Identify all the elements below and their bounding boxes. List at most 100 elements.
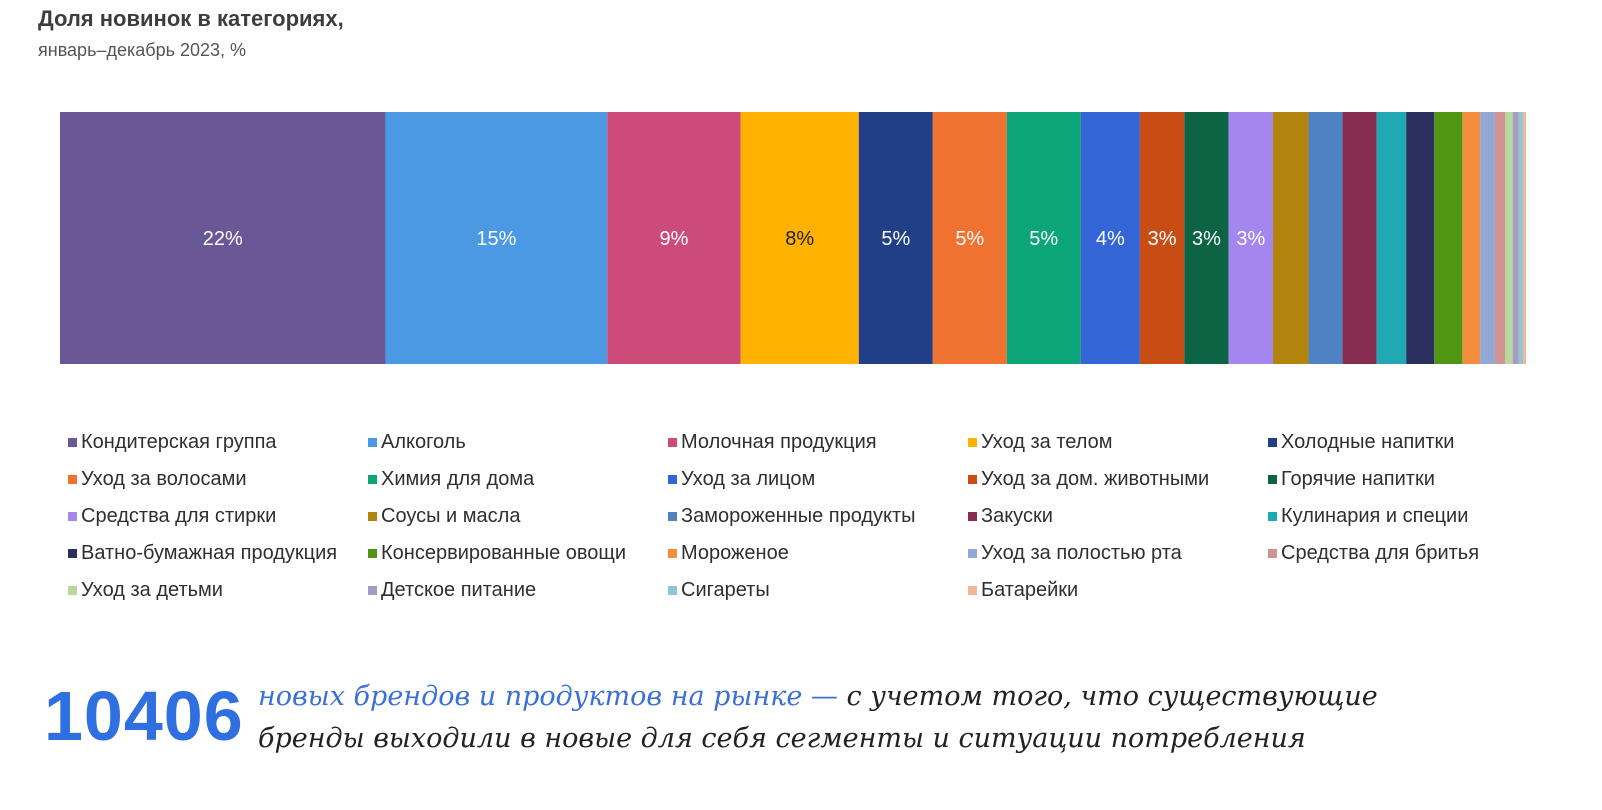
bar-segment-label-11: 3% (1236, 228, 1265, 250)
legend-label: Замороженные продукты (681, 505, 916, 527)
legend-label: Молочная продукция (681, 431, 877, 453)
legend-label: Консервированные овощи (381, 542, 627, 564)
legend-item-23: Сигареты (668, 572, 968, 609)
legend-swatch (968, 438, 977, 447)
legend-item-8: Уход за лицом (668, 461, 968, 498)
bar-segment-20 (1494, 112, 1506, 364)
legend-label: Алкоголь (381, 431, 466, 453)
legend-swatch (968, 549, 977, 558)
bar-segment-6 (932, 112, 1007, 364)
legend-swatch (368, 512, 377, 521)
bar-segment-22 (1512, 112, 1519, 364)
legend-item-5: Холодные напитки (1268, 424, 1568, 461)
chart-title: Доля новинок в категориях, (38, 6, 344, 31)
legend-label: Средства для бритья (1281, 542, 1480, 564)
bar-segment-label-1: 22% (203, 228, 243, 250)
bar-segment-label-4: 8% (785, 228, 814, 250)
legend-label: Кондитерская группа (81, 431, 277, 453)
legend-label: Детское питание (381, 579, 537, 601)
legend-label: Холодные напитки (1281, 431, 1455, 453)
bar-segment-9 (1139, 112, 1185, 364)
bar-segment-label-9: 3% (1148, 228, 1177, 250)
bar-segment-21 (1505, 112, 1513, 364)
bar-segment-15 (1376, 112, 1407, 364)
bar-segment-1 (60, 112, 386, 364)
bar-segment-label-6: 5% (955, 228, 984, 250)
bar-segment-3 (607, 112, 741, 364)
legend-swatch (668, 512, 677, 521)
legend-swatch (368, 549, 377, 558)
footer-caption-rest: с учетом того, что существующие бренды в… (258, 681, 1378, 754)
legend-item-18: Мороженое (668, 535, 968, 572)
bar-segment-13 (1308, 112, 1343, 364)
bar-segment-label-8: 4% (1096, 228, 1125, 250)
legend-item-12: Соусы и масла (368, 498, 668, 535)
legend-label: Горячие напитки (1281, 468, 1435, 490)
bar-segment-7 (1006, 112, 1081, 364)
legend-swatch (968, 475, 977, 484)
legend-item-24: Батарейки (968, 572, 1268, 609)
legend-swatch (668, 586, 677, 595)
legend-swatch (968, 512, 977, 521)
legend-swatch (368, 438, 377, 447)
legend-item-22: Детское питание (368, 572, 668, 609)
legend-item-6: Уход за волосами (68, 461, 368, 498)
legend-item-10: Горячие напитки (1268, 461, 1568, 498)
chart-subtitle: январь–декабрь 2023, % (38, 40, 247, 60)
bar-segment-label-10: 3% (1192, 228, 1221, 250)
legend-item-4: Уход за телом (968, 424, 1268, 461)
legend-label: Закуски (981, 505, 1053, 527)
footer-caption-highlight: новых брендов и продуктов на рынке — (258, 681, 838, 712)
legend-swatch (368, 586, 377, 595)
legend-item-2: Алкоголь (368, 424, 668, 461)
legend-item-1: Кондитерская группа (68, 424, 368, 461)
legend-swatch (68, 475, 77, 484)
bar-segment-label-3: 9% (659, 228, 688, 250)
legend-item-14: Закуски (968, 498, 1268, 535)
legend-swatch (368, 475, 377, 484)
legend-label: Уход за волосами (81, 468, 247, 490)
bar-segment-4 (740, 112, 859, 364)
legend-swatch (968, 586, 977, 595)
legend-item-20: Средства для бритья (1268, 535, 1568, 572)
bar-segment-19 (1480, 112, 1495, 364)
legend-label: Соусы и масла (381, 505, 521, 527)
bar-segment-14 (1342, 112, 1377, 364)
legend-label: Ватно-бумажная продукция (81, 542, 338, 564)
legend-item-13: Замороженные продукты (668, 498, 968, 535)
legend-label: Уход за детьми (81, 579, 223, 601)
legend-label: Уход за дом. животными (981, 468, 1210, 490)
legend-swatch (668, 475, 677, 484)
legend-label: Мороженое (681, 542, 789, 564)
legend-label: Средства для стирки (81, 505, 277, 527)
legend-item-16: Ватно-бумажная продукция (68, 535, 368, 572)
legend-label: Батарейки (981, 579, 1079, 601)
bar-segment-2 (385, 112, 608, 364)
bar-segment-8 (1080, 112, 1140, 364)
legend-swatch (1268, 475, 1277, 484)
bar-segment-18 (1462, 112, 1481, 364)
legend-item-7: Химия для дома (368, 461, 668, 498)
legend-swatch (668, 549, 677, 558)
legend-swatch (668, 438, 677, 447)
legend-swatch (1268, 512, 1277, 521)
legend-swatch (68, 438, 77, 447)
legend-item-11: Средства для стирки (68, 498, 368, 535)
footer-caption: новых брендов и продуктов на рынке — с у… (258, 676, 1488, 760)
stacked-bar-chart: 22% 15% 9% 8% 5% 5% 5% 4% 3% 3% 3% (60, 112, 1526, 364)
new-products-count: 10406 (44, 677, 244, 755)
legend-item-21: Уход за детьми (68, 572, 368, 609)
bar-segment-label-5: 5% (881, 228, 910, 250)
legend-item-3: Молочная продукция (668, 424, 968, 461)
legend-label: Химия для дома (381, 468, 535, 490)
bar-segment-12 (1273, 112, 1309, 364)
legend-label: Уход за полостью рта (981, 542, 1182, 564)
legend-item-17: Консервированные овощи (368, 535, 668, 572)
legend-swatch (1268, 549, 1277, 558)
bar-segment-23 (1518, 112, 1524, 364)
bar-segment-16 (1406, 112, 1435, 364)
legend-label: Уход за лицом (681, 468, 816, 490)
legend-label: Сигареты (681, 579, 770, 601)
bar-segment-label-7: 5% (1029, 228, 1058, 250)
bar-segment-17 (1434, 112, 1463, 364)
